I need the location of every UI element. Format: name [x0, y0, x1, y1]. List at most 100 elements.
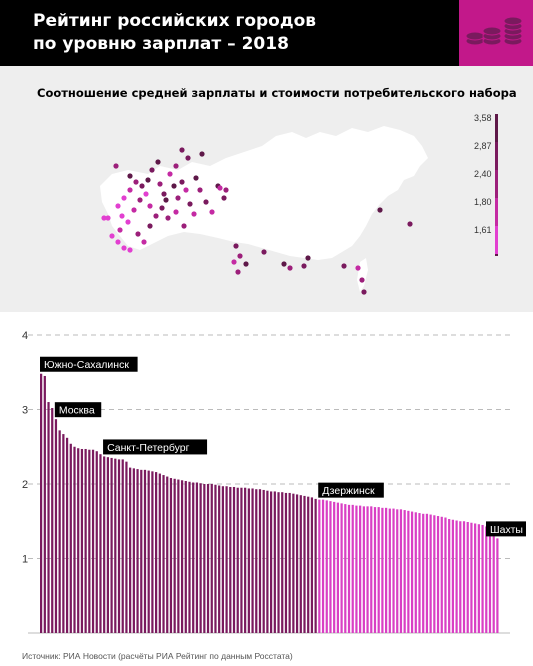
bar: [121, 459, 124, 633]
bar: [318, 499, 321, 633]
bar: [336, 502, 339, 633]
bar: [496, 538, 499, 633]
bar: [125, 461, 128, 633]
bar: [114, 458, 117, 633]
city-dot: [113, 163, 119, 169]
city-dot: [217, 185, 223, 191]
city-dot: [137, 197, 143, 203]
bar: [110, 457, 113, 633]
bar: [84, 448, 87, 633]
city-dot: [121, 195, 127, 201]
bar: [180, 480, 184, 633]
bar: [422, 513, 425, 633]
legend-color-segment: [495, 142, 498, 170]
bar: [284, 492, 288, 633]
city-dot: [223, 187, 229, 193]
bar: [244, 487, 247, 633]
bar: [91, 449, 95, 633]
annotation-box: [54, 402, 102, 418]
bar: [396, 509, 399, 633]
bar: [88, 449, 91, 633]
bar: [132, 468, 135, 633]
bar: [492, 530, 495, 633]
city-dot: [139, 183, 145, 189]
bar: [474, 523, 477, 633]
city-dot: [231, 259, 237, 265]
bar: [425, 513, 429, 633]
city-dot: [155, 159, 161, 165]
bar: [455, 520, 458, 633]
bar-annotation: Москва: [54, 402, 102, 418]
city-dot: [173, 163, 179, 169]
bar-annotation: Санкт-Петербург: [103, 439, 208, 455]
bar: [188, 481, 191, 633]
bar: [273, 491, 276, 633]
bar: [266, 490, 269, 633]
bar: [292, 493, 295, 633]
bar: [370, 506, 373, 633]
map-subtitle: Соотношение средней зарплаты и стоимости…: [37, 86, 517, 100]
bar: [158, 473, 161, 633]
bar: [143, 469, 147, 633]
y-tick-label: 3: [22, 405, 28, 417]
city-dot: [133, 179, 139, 185]
city-dot: [147, 223, 153, 229]
bar: [459, 521, 462, 633]
bar: [444, 517, 447, 633]
legend-label-1: 3,58: [474, 113, 492, 123]
bar: [485, 526, 488, 633]
bar: [388, 508, 391, 633]
city-dot: [115, 239, 121, 245]
coins-stack-icon: [465, 16, 523, 46]
city-dot: [179, 147, 185, 153]
bar: [359, 505, 362, 633]
city-dot: [105, 215, 111, 221]
city-dot: [157, 181, 163, 187]
city-dot: [199, 151, 205, 157]
city-dot: [175, 195, 181, 201]
city-dot: [179, 179, 185, 185]
bar: [69, 443, 72, 633]
bar: [325, 500, 328, 633]
bar: [99, 454, 102, 633]
legend-color-segment: [495, 114, 498, 142]
city-dot: [173, 209, 179, 215]
bar: [214, 484, 217, 633]
bar: [240, 487, 243, 633]
bar: [136, 469, 139, 633]
bar: [477, 524, 480, 633]
city-dot: [233, 243, 239, 249]
city-dot: [147, 203, 153, 209]
bar: [169, 478, 173, 633]
bar: [195, 482, 199, 633]
annotation-label: Южно-Сахалинск: [44, 359, 129, 371]
city-dot: [287, 265, 293, 271]
city-dot: [181, 223, 187, 229]
page-title: Рейтинг российских городов по уровню зар…: [33, 10, 433, 56]
bar: [51, 408, 54, 633]
city-dot: [117, 227, 123, 233]
bar: [310, 497, 314, 633]
city-dot: [101, 215, 107, 221]
legend-label-5: 1,61: [474, 225, 492, 235]
bar: [303, 495, 306, 633]
city-dot: [109, 233, 115, 239]
city-dot: [359, 277, 365, 283]
bar: [47, 402, 50, 633]
bar: [58, 430, 61, 633]
bar: [166, 476, 169, 633]
legend-label-4: 1,80: [474, 197, 492, 207]
bar-annotation: Дзержинск: [318, 482, 384, 498]
coins-panel: [459, 0, 533, 66]
y-tick-label: 1: [22, 554, 28, 566]
bar: [373, 507, 377, 633]
city-dot: [237, 253, 243, 259]
y-tick-label: 2: [22, 479, 28, 491]
sakhalin-island: [357, 258, 368, 292]
bar: [232, 486, 236, 633]
bar: [62, 434, 65, 633]
annotation-box: [40, 356, 138, 372]
city-dot: [361, 289, 367, 295]
source-note: Источник: РИА Новости (расчёты РИА Рейти…: [22, 651, 293, 661]
bar: [307, 496, 310, 633]
